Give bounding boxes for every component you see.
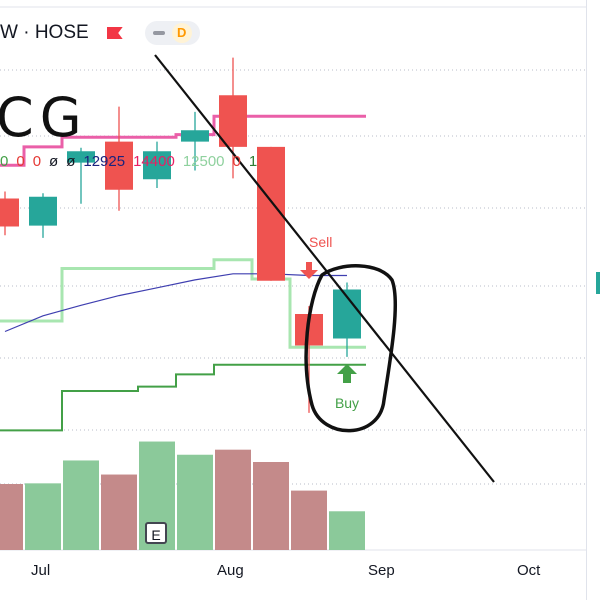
x-tick-label: Jul xyxy=(31,562,51,579)
volume-bar xyxy=(329,511,365,550)
sell-label: Sell xyxy=(309,234,332,250)
candle-body xyxy=(67,151,95,163)
candle-body xyxy=(29,196,57,226)
moving-average-line xyxy=(4,273,347,333)
symbol-header: W · HOSE D xyxy=(0,20,200,46)
volume-bar xyxy=(177,454,213,550)
candle-body xyxy=(143,151,171,180)
indicator-value: 14400 xyxy=(133,153,175,170)
flag-icon[interactable] xyxy=(106,27,123,39)
indicator-value: 1 xyxy=(248,153,258,170)
minus-icon xyxy=(152,31,165,35)
candle-body xyxy=(181,130,209,142)
volume-bar xyxy=(25,483,61,550)
x-tick-label: Oct xyxy=(517,562,541,579)
indicator-value: 0 xyxy=(0,153,9,170)
candle-body xyxy=(0,198,19,227)
volume-bar xyxy=(215,449,251,550)
price-scale[interactable] xyxy=(586,0,600,600)
indicator-value: 0 xyxy=(232,153,241,170)
buy-arrow-icon xyxy=(337,364,357,383)
x-tick-label: Sep xyxy=(368,562,395,579)
channel-upper-line xyxy=(0,114,366,167)
handwritten-ticker: CG xyxy=(0,86,88,149)
sell-arrow-icon xyxy=(300,262,318,279)
volume-bar xyxy=(0,484,23,550)
volume-bar xyxy=(253,462,289,550)
volume-bar xyxy=(101,474,137,550)
symbol-exchange[interactable]: W · HOSE xyxy=(0,22,89,43)
indicator-value: 12500 xyxy=(182,153,225,170)
indicator-value: 0 xyxy=(32,153,42,170)
support-line xyxy=(0,363,366,432)
trendline xyxy=(154,54,495,483)
channel-lower-line xyxy=(0,258,366,349)
indicator-value: 0 xyxy=(16,153,25,170)
indicator-values: 0 0 0 ø ø 12925 14400 12500 0 1 xyxy=(0,153,265,170)
timeframe-pill[interactable]: D xyxy=(144,21,200,45)
candle-body xyxy=(105,141,133,190)
candle-body xyxy=(219,95,247,147)
volume-bar xyxy=(291,490,327,550)
last-price-marker xyxy=(596,272,600,294)
indicator-value: 12925 xyxy=(83,153,126,170)
indicator-value: ø xyxy=(66,153,76,170)
highlight-circle xyxy=(304,264,398,433)
x-tick-label: Aug xyxy=(217,562,244,579)
timeframe-badge: D xyxy=(171,23,192,43)
buy-label: Buy xyxy=(335,395,359,411)
events-button[interactable]: E xyxy=(145,522,167,544)
indicator-value: ø xyxy=(49,153,59,170)
volume-bar xyxy=(63,460,99,550)
